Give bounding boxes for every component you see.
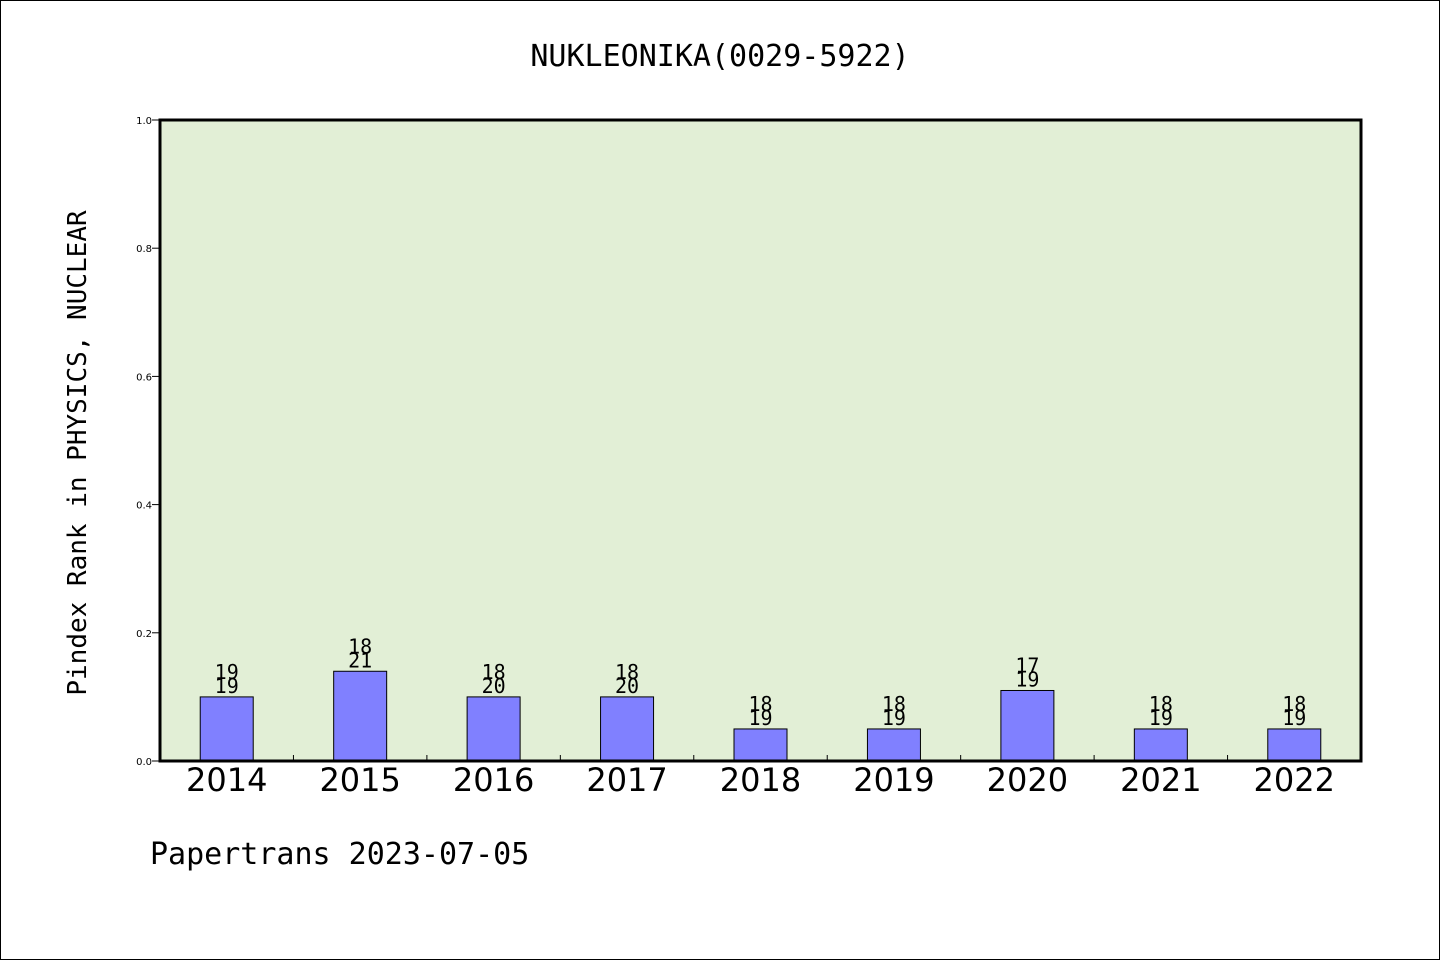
bar-2020 bbox=[1000, 689, 1055, 762]
bar-label-bottom: 19 bbox=[882, 706, 906, 730]
bar-label-bottom: 19 bbox=[215, 674, 239, 698]
bar-label-top: 19 bbox=[215, 660, 239, 684]
y-axis-label: Pindex Rank in PHYSICS, NUCLEAR bbox=[63, 210, 93, 696]
bar-label-top: 17 bbox=[1015, 653, 1039, 677]
bar-label-bottom: 20 bbox=[482, 674, 506, 698]
bar-label-bottom: 20 bbox=[615, 674, 639, 698]
bar-2019 bbox=[866, 728, 921, 762]
y-tick-label: 0.0 bbox=[136, 757, 152, 768]
bar-label-top: 18 bbox=[615, 660, 639, 684]
x-tick-label: 2019 bbox=[853, 761, 934, 799]
bar-label-top: 18 bbox=[748, 692, 772, 716]
bar-label-bottom: 19 bbox=[1149, 706, 1173, 730]
bar-label-top: 18 bbox=[882, 692, 906, 716]
footer-text: Papertrans 2023-07-05 bbox=[150, 837, 529, 872]
x-tick-label: 2020 bbox=[987, 761, 1068, 799]
y-tick-label: 1.0 bbox=[136, 116, 152, 127]
x-axis-ticks: 2014 2015 2016 2017 2018 2019 2020 2021 2022 bbox=[186, 755, 1335, 799]
x-tick-label: 2016 bbox=[453, 761, 534, 799]
x-tick-label: 2014 bbox=[186, 761, 267, 799]
x-tick-label: 2022 bbox=[1254, 761, 1335, 799]
bar-label-top: 18 bbox=[348, 634, 372, 658]
bar-label-bottom: 19 bbox=[1015, 667, 1039, 691]
x-tick-label: 2015 bbox=[319, 761, 400, 799]
bar-label-bottom: 21 bbox=[348, 648, 372, 672]
bar-2018 bbox=[733, 728, 788, 762]
bar-2015 bbox=[333, 670, 388, 762]
plot-area bbox=[158, 118, 1363, 763]
bar-label-top: 18 bbox=[1149, 692, 1173, 716]
x-tick-label: 2017 bbox=[586, 761, 667, 799]
x-tick-label: 2018 bbox=[720, 761, 801, 799]
bar-label-top: 18 bbox=[1282, 692, 1306, 716]
bar-label-bottom: 19 bbox=[748, 706, 772, 730]
plot-border bbox=[158, 118, 1363, 763]
y-tick-label: 0.4 bbox=[136, 501, 152, 512]
bar-2022 bbox=[1267, 728, 1322, 762]
bar-2021 bbox=[1133, 728, 1188, 762]
x-tick-label: 2021 bbox=[1120, 761, 1201, 799]
y-axis-ticks: 0.0 0.2 0.4 0.6 0.8 1.0 bbox=[136, 116, 160, 768]
y-tick-label: 0.8 bbox=[136, 244, 152, 255]
bar-2014 bbox=[199, 696, 254, 762]
bar-label-top: 18 bbox=[482, 660, 506, 684]
y-tick-label: 0.6 bbox=[136, 372, 152, 383]
bar-2016 bbox=[466, 696, 521, 762]
y-tick-label: 0.2 bbox=[136, 629, 152, 640]
bar-2017 bbox=[600, 696, 655, 762]
chart-title: NUKLEONIKA(0029-5922) bbox=[530, 39, 909, 74]
bar-label-bottom: 19 bbox=[1282, 706, 1306, 730]
